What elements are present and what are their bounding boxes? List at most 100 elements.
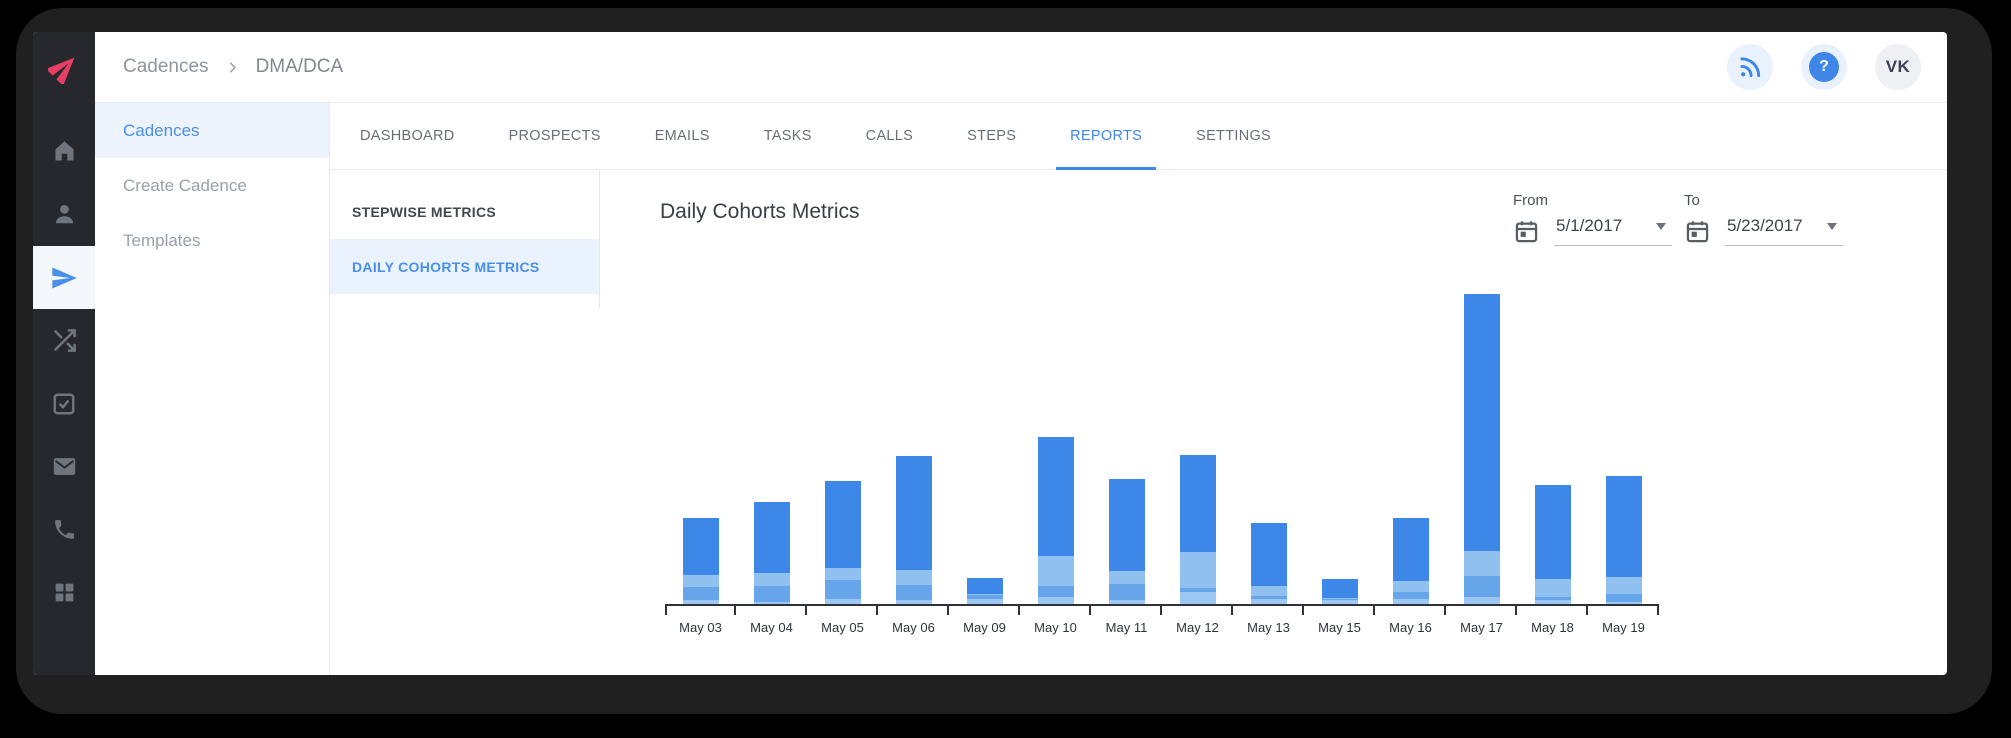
- bar-segment-2: [1108, 584, 1145, 600]
- sidenav-item-cadences[interactable]: Cadences: [95, 103, 329, 158]
- stacked-bar-may-13: [1250, 523, 1287, 604]
- stacked-bar-may-15: [1321, 579, 1358, 604]
- rail-item-phone[interactable]: [33, 498, 95, 561]
- caret-down-icon: [1656, 222, 1666, 230]
- stacked-bar-may-10: [1037, 437, 1074, 604]
- bar-segment-1-bottom: [753, 602, 790, 604]
- stacked-bar-may-03: [682, 518, 719, 604]
- axis-tick: [1020, 606, 1091, 615]
- bar-segment-4-top: [1037, 437, 1074, 556]
- tab-settings[interactable]: SETTINGS: [1196, 128, 1272, 144]
- rail-item-person[interactable]: [33, 183, 95, 246]
- stacked-bar-may-19: [1605, 476, 1642, 604]
- axis-tick: [1375, 606, 1446, 615]
- sidenav-item-create-cadence[interactable]: Create Cadence: [123, 175, 247, 195]
- icon-rail: [33, 32, 95, 675]
- tab-prospects[interactable]: PROSPECTS: [508, 128, 601, 144]
- bar-segment-4-top: [966, 578, 1003, 594]
- to-label: To: [1684, 192, 1700, 209]
- x-axis-label: May 18: [1531, 620, 1574, 635]
- stacked-bar-may-17: [1463, 294, 1500, 604]
- bar-segment-4-top: [682, 518, 719, 575]
- axis-tick: [807, 606, 878, 615]
- bar-segment-1-bottom: [1463, 597, 1500, 604]
- from-date-field[interactable]: 5/1/2017: [1554, 216, 1672, 246]
- feed-button[interactable]: [1727, 44, 1773, 90]
- rail-item-home[interactable]: [33, 120, 95, 183]
- main-column: Cadences DMA/DCA ? VK: [95, 32, 1947, 675]
- bar-segment-4-top: [1534, 485, 1571, 579]
- question-icon: ?: [1809, 52, 1839, 82]
- bar-segment-2: [1321, 599, 1358, 600]
- bar-segment-1-bottom: [1250, 599, 1287, 604]
- to-calendar-button[interactable]: [1684, 218, 1711, 245]
- subnav-stepwise-metrics[interactable]: STEPWISE METRICS: [352, 203, 497, 220]
- bar-segment-2: [966, 595, 1003, 599]
- x-axis-label: May 13: [1247, 620, 1290, 635]
- chart-cell-may-11: [1091, 479, 1162, 604]
- daily-cohorts-chart: May 03 May 04 May 05 May 06 May 09 May 10 May …: [665, 294, 1659, 635]
- bar-segment-1-bottom: [682, 600, 719, 604]
- breadcrumb-cadences[interactable]: Cadences: [123, 56, 209, 77]
- cadences-sidenav: Cadences Create Cadence Templates: [95, 103, 330, 675]
- rail-item-apps-grid[interactable]: [33, 561, 95, 624]
- tab-tasks[interactable]: TASKS: [763, 128, 812, 144]
- bar-segment-3: [1108, 571, 1145, 584]
- x-axis-labels: May 03 May 04 May 05 May 06 May 09 May 10 May …: [665, 620, 1659, 635]
- axis-tick: [1517, 606, 1588, 615]
- mail-icon: [51, 453, 78, 480]
- person-icon: [51, 201, 78, 228]
- tab-steps[interactable]: STEPS: [967, 128, 1017, 144]
- date-to-picker: To: [1684, 192, 1843, 246]
- rail-item-shuffle[interactable]: [33, 309, 95, 372]
- rail-item-mail[interactable]: [33, 435, 95, 498]
- app-window: Cadences DMA/DCA ? VK: [33, 32, 1947, 675]
- chart-cell-may-13: [1233, 523, 1304, 604]
- axis-tick: [736, 606, 807, 615]
- tab-calls[interactable]: CALLS: [865, 128, 914, 144]
- x-axis-label: May 16: [1389, 620, 1432, 635]
- to-date-field[interactable]: 5/23/2017: [1725, 216, 1843, 246]
- bar-segment-2: [1250, 596, 1287, 599]
- calendar-icon: [1686, 220, 1709, 242]
- rail-item-check-square[interactable]: [33, 372, 95, 435]
- stacked-bar-may-12: [1179, 455, 1216, 604]
- chart-cell-may-16: [1375, 518, 1446, 604]
- tab-reports[interactable]: REPORTS: [1056, 103, 1157, 170]
- chart-cell-may-15: [1304, 579, 1375, 604]
- bar-segment-3: [1250, 586, 1287, 596]
- bar-segment-2: [1179, 588, 1216, 592]
- x-axis-ticks: [665, 606, 1659, 615]
- bar-segment-1-bottom: [1179, 592, 1216, 604]
- from-date-value: 5/1/2017: [1556, 216, 1623, 235]
- to-date-value: 5/23/2017: [1727, 216, 1803, 235]
- home-icon: [51, 138, 78, 165]
- bar-segment-1-bottom: [1321, 600, 1358, 604]
- x-axis-label: May 15: [1318, 620, 1361, 635]
- from-calendar-button[interactable]: [1513, 218, 1540, 245]
- chart-cell-may-09: [949, 578, 1020, 604]
- help-button[interactable]: ?: [1801, 44, 1847, 90]
- bar-segment-4-top: [1392, 518, 1429, 581]
- x-axis-label: May 10: [1034, 620, 1077, 635]
- app-logo-plane-icon[interactable]: [33, 38, 95, 98]
- tab-emails[interactable]: EMAILS: [654, 128, 710, 144]
- sidenav-item-templates[interactable]: Templates: [123, 230, 201, 250]
- chart-cell-may-19: [1588, 476, 1659, 604]
- bar-segment-1-bottom: [1534, 600, 1571, 604]
- tab-dashboard[interactable]: DASHBOARD: [360, 128, 455, 144]
- bar-segment-2: [682, 587, 719, 600]
- axis-tick: [949, 606, 1020, 615]
- bar-segment-4-top: [1463, 294, 1500, 551]
- axis-tick: [878, 606, 949, 615]
- subnav-daily-cohorts-metrics[interactable]: DAILY COHORTS METRICS: [330, 239, 599, 294]
- chart-cell-may-06: [878, 456, 949, 604]
- rail-item-send[interactable]: [33, 246, 95, 309]
- user-avatar[interactable]: VK: [1875, 44, 1921, 90]
- x-axis-label: May 03: [679, 620, 722, 635]
- bar-segment-4-top: [1179, 455, 1216, 552]
- bar-segment-3: [895, 570, 932, 585]
- breadcrumb: Cadences DMA/DCA: [123, 56, 343, 78]
- shuffle-icon: [51, 327, 78, 354]
